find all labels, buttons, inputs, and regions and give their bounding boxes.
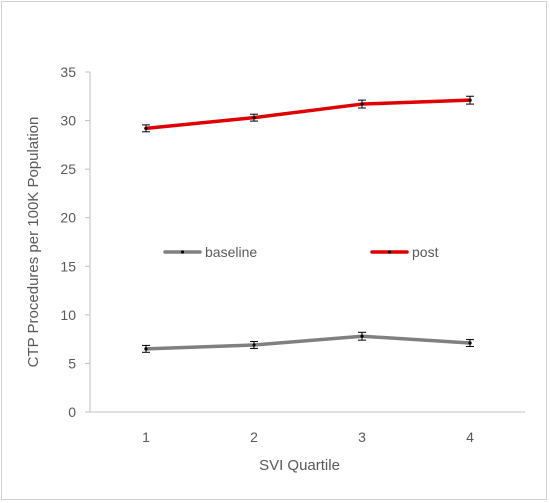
data-point [468,341,472,345]
data-point [144,347,148,351]
y-tick-label: 15 [60,258,76,274]
x-tick-label: 2 [250,429,258,445]
series-line-baseline [144,334,472,351]
y-axis-title: CTP Procedures per 100K Population [25,117,42,368]
legend-marker [180,250,185,254]
series-line-post [144,98,472,131]
series-post [142,95,474,133]
legend: baseline post [163,244,439,260]
axes [89,72,525,413]
data-point [360,334,364,338]
y-tick-label: 0 [68,404,76,420]
y-tick-label: 5 [68,355,76,371]
y-tick-label: 20 [60,210,76,226]
legend-item-post: post [370,244,439,260]
data-point [468,98,472,102]
x-tick-label: 3 [358,429,366,445]
legend-label: baseline [205,244,257,260]
x-axis-title: SVI Quartile [259,457,340,474]
y-tick-label: 25 [60,161,76,177]
y-tick-label: 35 [60,64,76,80]
y-tick-label: 30 [60,113,76,129]
y-tick-labels: 0 5 10 15 20 25 30 35 [60,64,90,420]
data-point [144,126,148,130]
legend-marker [387,250,392,254]
x-tick-label: 1 [142,429,150,445]
series-baseline [142,331,474,353]
legend-label: post [412,244,439,260]
legend-item-baseline: baseline [163,244,257,260]
x-tick-label: 4 [466,429,474,445]
data-point [252,116,256,120]
data-point [360,102,364,106]
data-point [252,343,256,347]
x-tick-labels: 1 2 3 4 [142,429,474,445]
series-layer [142,95,474,353]
y-tick-label: 10 [60,307,76,323]
